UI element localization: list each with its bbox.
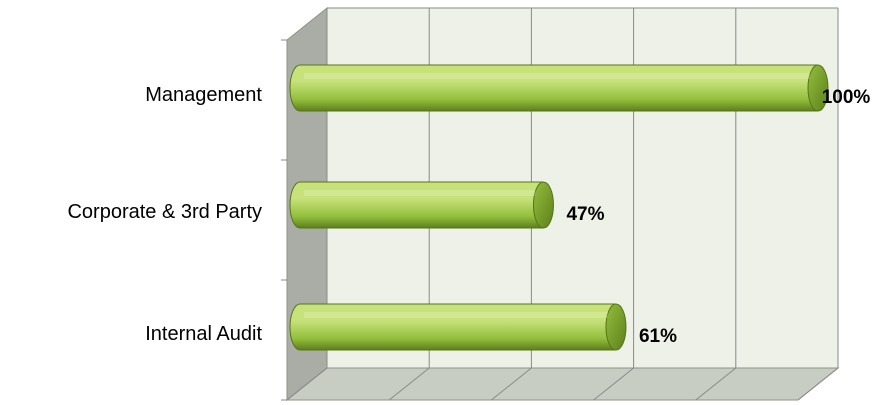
floor [285,367,840,401]
floor-gridline [797,367,839,401]
bar-body [289,181,544,229]
floor-gridline [286,367,328,401]
value-label: 47% [566,204,604,225]
category-label: Internal Audit [145,323,262,345]
bar-highlight [304,73,810,79]
value-label: 100% [822,87,871,108]
bar [289,181,554,229]
category-label: Management [145,84,262,106]
bar-body [289,303,617,351]
floor-gridline [695,367,737,401]
bar [289,64,829,112]
floor-gridline [593,367,634,401]
value-label: 61% [639,326,677,347]
bar-highlight [304,190,536,196]
bar-body [289,64,819,112]
bar-cap [807,64,829,112]
bars [289,64,829,351]
bar-highlight [304,312,608,318]
floor-gridline [491,367,532,401]
bar [289,303,627,351]
bar-cap [605,303,627,351]
category-label: Corporate & 3rd Party [67,201,262,223]
bar-cap [532,181,554,229]
labels: Management 100% Corporate & 3rd Party 47% In… [67,84,870,347]
floor-gridline [388,367,430,401]
